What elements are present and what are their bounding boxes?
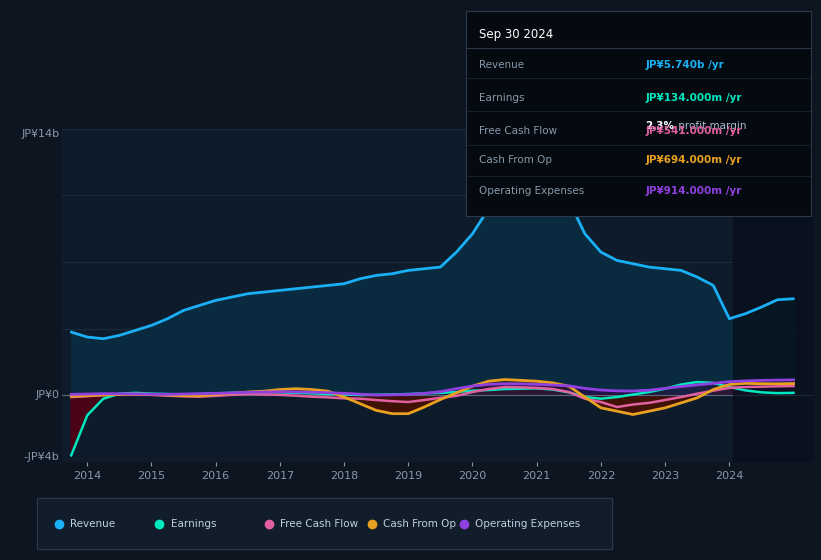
Bar: [732, 129, 813, 462]
Text: JP¥14b: JP¥14b: [21, 129, 59, 139]
Text: Free Cash Flow: Free Cash Flow: [479, 126, 557, 136]
Text: JP¥694.000m /yr: JP¥694.000m /yr: [645, 156, 741, 165]
Text: Earnings: Earnings: [479, 93, 525, 103]
Text: Earnings: Earnings: [171, 519, 217, 529]
Text: JP¥541.000m /yr: JP¥541.000m /yr: [645, 126, 741, 136]
Text: Cash From Op: Cash From Op: [479, 156, 553, 165]
Text: Operating Expenses: Operating Expenses: [479, 186, 585, 196]
Text: profit margin: profit margin: [675, 120, 746, 130]
Text: JP¥914.000m /yr: JP¥914.000m /yr: [645, 186, 741, 196]
Text: JP¥0: JP¥0: [35, 390, 59, 400]
Text: JP¥134.000m /yr: JP¥134.000m /yr: [645, 93, 741, 103]
Text: JP¥5.740b /yr: JP¥5.740b /yr: [645, 60, 724, 71]
Text: Operating Expenses: Operating Expenses: [475, 519, 580, 529]
Text: -JP¥4b: -JP¥4b: [24, 452, 59, 462]
Text: Revenue: Revenue: [71, 519, 116, 529]
Text: Revenue: Revenue: [479, 60, 525, 71]
Text: Cash From Op: Cash From Op: [383, 519, 456, 529]
Text: Free Cash Flow: Free Cash Flow: [280, 519, 358, 529]
Text: 2.3%: 2.3%: [645, 120, 674, 130]
Text: Sep 30 2024: Sep 30 2024: [479, 27, 553, 40]
